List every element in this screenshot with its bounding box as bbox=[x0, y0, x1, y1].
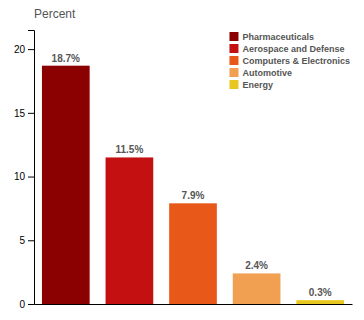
y-tick: 15 bbox=[14, 108, 34, 119]
y-tick-mark bbox=[28, 113, 34, 114]
legend-label: Computers & Electronics bbox=[242, 56, 350, 66]
y-tick-label: 10 bbox=[14, 171, 26, 182]
y-axis: 0 5 10 15 20 bbox=[14, 31, 35, 310]
legend-swatch bbox=[229, 68, 238, 77]
y-tick-label: 20 bbox=[14, 44, 26, 55]
legend-swatch bbox=[229, 56, 238, 65]
x-axis-line bbox=[35, 304, 353, 305]
legend-item: Pharmaceuticals bbox=[229, 32, 314, 42]
plot: 0 5 10 15 20 18.7% 11.5% 7.9% 2.4% 0.3% Pharmaceut… bbox=[14, 31, 353, 310]
y-tick-mark bbox=[28, 304, 34, 305]
y-tick-label: 5 bbox=[19, 235, 25, 246]
chart: 0 5 10 15 20 18.7% 11.5% 7.9% 2.4% 0.3% Pharmaceut… bbox=[0, 0, 364, 320]
bar bbox=[169, 203, 217, 304]
y-tick: 0 bbox=[19, 299, 34, 310]
x-axis bbox=[35, 304, 353, 305]
y-tick: 5 bbox=[19, 235, 34, 246]
y-tick-mark bbox=[28, 49, 34, 50]
legend-label: Aerospace and Defense bbox=[242, 44, 344, 54]
bar bbox=[106, 157, 154, 304]
y-tick-label: 0 bbox=[19, 299, 25, 310]
y-tick-label: 15 bbox=[14, 108, 26, 119]
bars bbox=[42, 66, 344, 304]
bar bbox=[42, 66, 90, 304]
data-label: 7.9% bbox=[182, 190, 205, 201]
y-axis-line bbox=[28, 31, 35, 305]
data-labels: 18.7% 11.5% 7.9% 2.4% 0.3% bbox=[52, 53, 332, 298]
bar bbox=[233, 273, 281, 304]
legend-swatch bbox=[229, 32, 238, 41]
bar bbox=[296, 300, 344, 304]
legend-item: Automotive bbox=[229, 68, 292, 78]
y-tick: 20 bbox=[14, 44, 34, 55]
y-tick-mark bbox=[28, 240, 34, 241]
data-label: 11.5% bbox=[115, 144, 143, 155]
legend-label: Pharmaceuticals bbox=[242, 32, 314, 42]
data-label: 18.7% bbox=[52, 53, 80, 64]
y-axis-title: Percent bbox=[34, 7, 76, 21]
legend-item: Energy bbox=[229, 80, 273, 90]
legend: Pharmaceuticals Aerospace and Defense Comp… bbox=[229, 32, 350, 90]
legend-item: Aerospace and Defense bbox=[229, 44, 344, 54]
y-tick-mark bbox=[28, 177, 34, 178]
legend-label: Energy bbox=[242, 80, 273, 90]
legend-swatch bbox=[229, 80, 238, 89]
legend-item: Computers & Electronics bbox=[229, 56, 350, 66]
data-label: 2.4% bbox=[245, 260, 268, 271]
data-label: 0.3% bbox=[309, 287, 332, 298]
y-tick: 10 bbox=[14, 171, 34, 182]
legend-swatch bbox=[229, 44, 238, 53]
legend-label: Automotive bbox=[242, 68, 292, 78]
